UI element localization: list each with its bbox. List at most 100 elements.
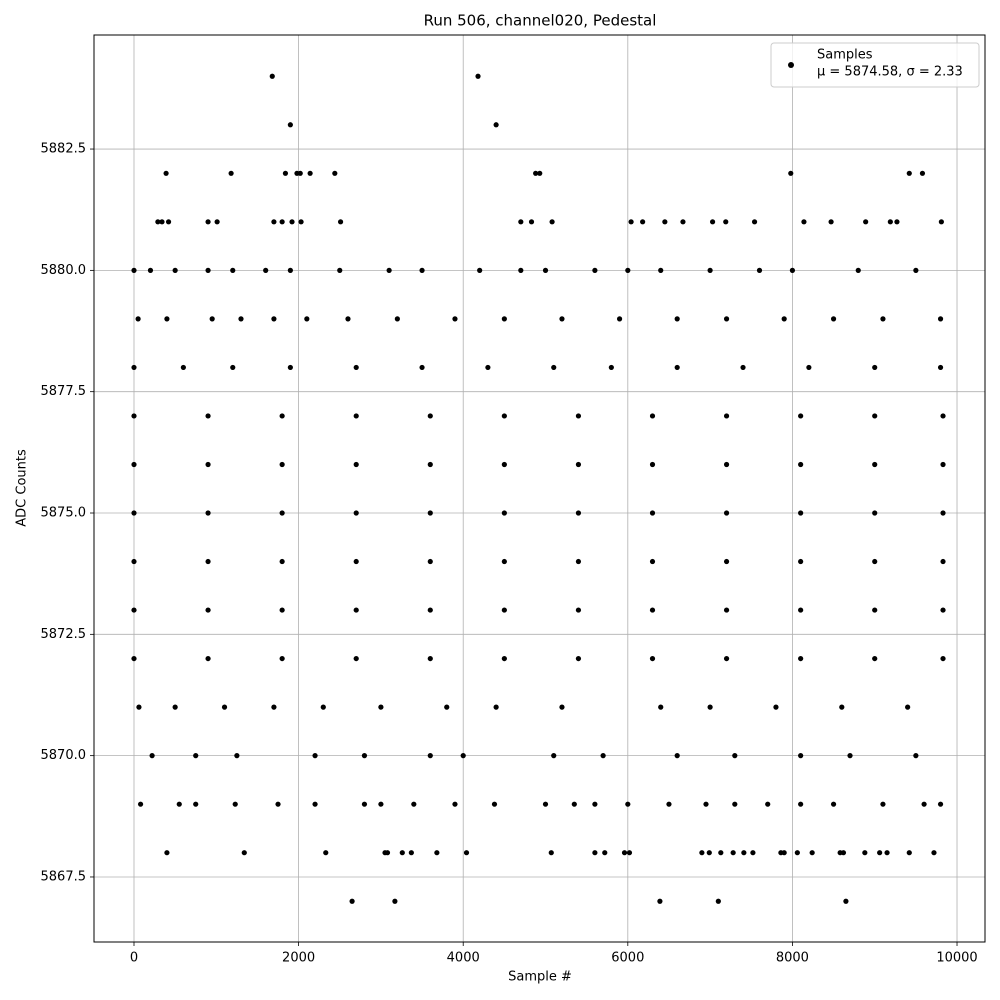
- point: [921, 801, 927, 807]
- point: [279, 510, 285, 516]
- point: [323, 850, 329, 856]
- point: [789, 267, 796, 273]
- point: [863, 219, 869, 225]
- point: [662, 219, 668, 225]
- point: [349, 898, 355, 904]
- point: [282, 170, 289, 176]
- point: [427, 753, 433, 759]
- point: [798, 801, 804, 807]
- point: [501, 607, 507, 613]
- point: [271, 316, 277, 322]
- point: [839, 704, 845, 710]
- point: [312, 801, 318, 807]
- point: [193, 753, 199, 759]
- point: [798, 558, 804, 565]
- point: [781, 850, 787, 856]
- point: [172, 704, 178, 710]
- point: [289, 219, 295, 225]
- point: [131, 655, 137, 662]
- y-tick-label: 5875.0: [41, 506, 87, 521]
- point: [147, 267, 154, 273]
- point: [475, 73, 481, 79]
- point: [798, 510, 804, 516]
- point: [872, 510, 878, 516]
- point: [501, 316, 507, 322]
- point: [493, 704, 499, 710]
- point: [337, 267, 343, 273]
- point: [937, 316, 944, 322]
- point: [135, 316, 141, 322]
- point: [798, 655, 804, 662]
- point: [163, 170, 169, 176]
- point: [794, 850, 800, 856]
- point: [732, 801, 738, 807]
- point: [491, 801, 498, 807]
- point: [131, 413, 137, 419]
- point: [149, 753, 155, 759]
- point: [131, 364, 137, 371]
- point: [238, 316, 244, 322]
- point: [501, 510, 507, 516]
- point: [287, 122, 293, 128]
- point: [332, 170, 338, 176]
- point: [674, 316, 680, 322]
- point: [345, 316, 351, 322]
- point: [649, 655, 656, 662]
- point: [931, 850, 937, 856]
- point: [625, 801, 631, 807]
- point: [386, 267, 392, 273]
- point: [551, 753, 557, 759]
- point: [723, 510, 730, 516]
- point: [657, 898, 663, 904]
- point: [781, 316, 787, 322]
- point: [940, 461, 946, 468]
- point: [872, 607, 878, 613]
- point: [592, 850, 598, 856]
- point: [788, 170, 794, 176]
- point: [798, 753, 804, 759]
- point: [304, 316, 310, 322]
- point: [230, 364, 236, 371]
- point: [798, 461, 804, 468]
- point: [847, 753, 853, 759]
- point: [279, 558, 285, 565]
- point: [452, 801, 458, 807]
- point: [392, 898, 398, 904]
- plot-frame: [93, 34, 986, 943]
- point: [297, 170, 303, 176]
- point: [723, 413, 730, 419]
- point: [880, 316, 886, 322]
- point: [674, 753, 680, 759]
- point: [809, 850, 815, 856]
- point: [394, 316, 400, 322]
- point: [940, 510, 946, 516]
- point: [411, 801, 417, 807]
- chart-title: Run 506, channel020, Pedestal: [424, 12, 657, 30]
- point: [625, 267, 631, 273]
- point: [337, 219, 344, 225]
- point: [165, 219, 172, 225]
- y-axis-label: ADC Counts: [15, 449, 30, 527]
- point: [575, 413, 582, 419]
- x-tick-label: 8000: [776, 951, 809, 966]
- point: [518, 219, 524, 225]
- point: [180, 364, 186, 371]
- point: [723, 316, 730, 322]
- point: [271, 219, 277, 225]
- point: [913, 267, 919, 273]
- point: [279, 461, 285, 468]
- point: [307, 170, 313, 176]
- point: [312, 753, 318, 759]
- legend: Samples μ = 5874.58, σ = 2.33: [770, 42, 980, 88]
- point: [209, 316, 215, 322]
- point: [131, 267, 137, 273]
- point: [155, 219, 161, 225]
- point: [287, 364, 293, 371]
- point: [575, 510, 582, 516]
- point: [940, 607, 946, 613]
- point: [940, 413, 946, 419]
- point: [205, 267, 211, 273]
- point: [658, 704, 664, 710]
- point: [730, 850, 736, 856]
- point: [559, 316, 565, 322]
